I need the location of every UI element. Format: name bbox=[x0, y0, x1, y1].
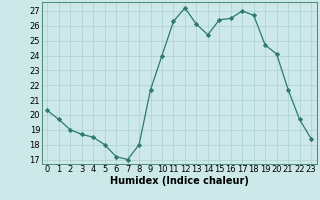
X-axis label: Humidex (Indice chaleur): Humidex (Indice chaleur) bbox=[110, 176, 249, 186]
